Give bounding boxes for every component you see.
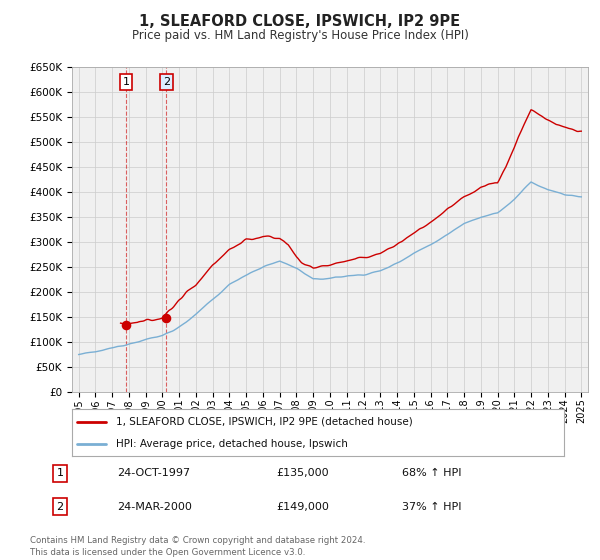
Point xyxy=(161,313,171,322)
Text: 68% ↑ HPI: 68% ↑ HPI xyxy=(402,468,461,478)
Text: £135,000: £135,000 xyxy=(276,468,329,478)
Text: Contains HM Land Registry data © Crown copyright and database right 2024.
This d: Contains HM Land Registry data © Crown c… xyxy=(30,536,365,557)
Text: 37% ↑ HPI: 37% ↑ HPI xyxy=(402,502,461,512)
Text: 1: 1 xyxy=(56,468,64,478)
Text: 1, SLEAFORD CLOSE, IPSWICH, IP2 9PE (detached house): 1, SLEAFORD CLOSE, IPSWICH, IP2 9PE (det… xyxy=(116,417,413,427)
Text: 2: 2 xyxy=(163,77,170,87)
Text: Price paid vs. HM Land Registry's House Price Index (HPI): Price paid vs. HM Land Registry's House … xyxy=(131,29,469,42)
Text: 1, SLEAFORD CLOSE, IPSWICH, IP2 9PE: 1, SLEAFORD CLOSE, IPSWICH, IP2 9PE xyxy=(139,14,461,29)
Text: HPI: Average price, detached house, Ipswich: HPI: Average price, detached house, Ipsw… xyxy=(116,438,348,449)
Text: 1: 1 xyxy=(122,77,130,87)
Point xyxy=(121,320,131,329)
Text: 24-MAR-2000: 24-MAR-2000 xyxy=(117,502,192,512)
Text: £149,000: £149,000 xyxy=(276,502,329,512)
Text: 2: 2 xyxy=(56,502,64,512)
Text: 24-OCT-1997: 24-OCT-1997 xyxy=(117,468,190,478)
